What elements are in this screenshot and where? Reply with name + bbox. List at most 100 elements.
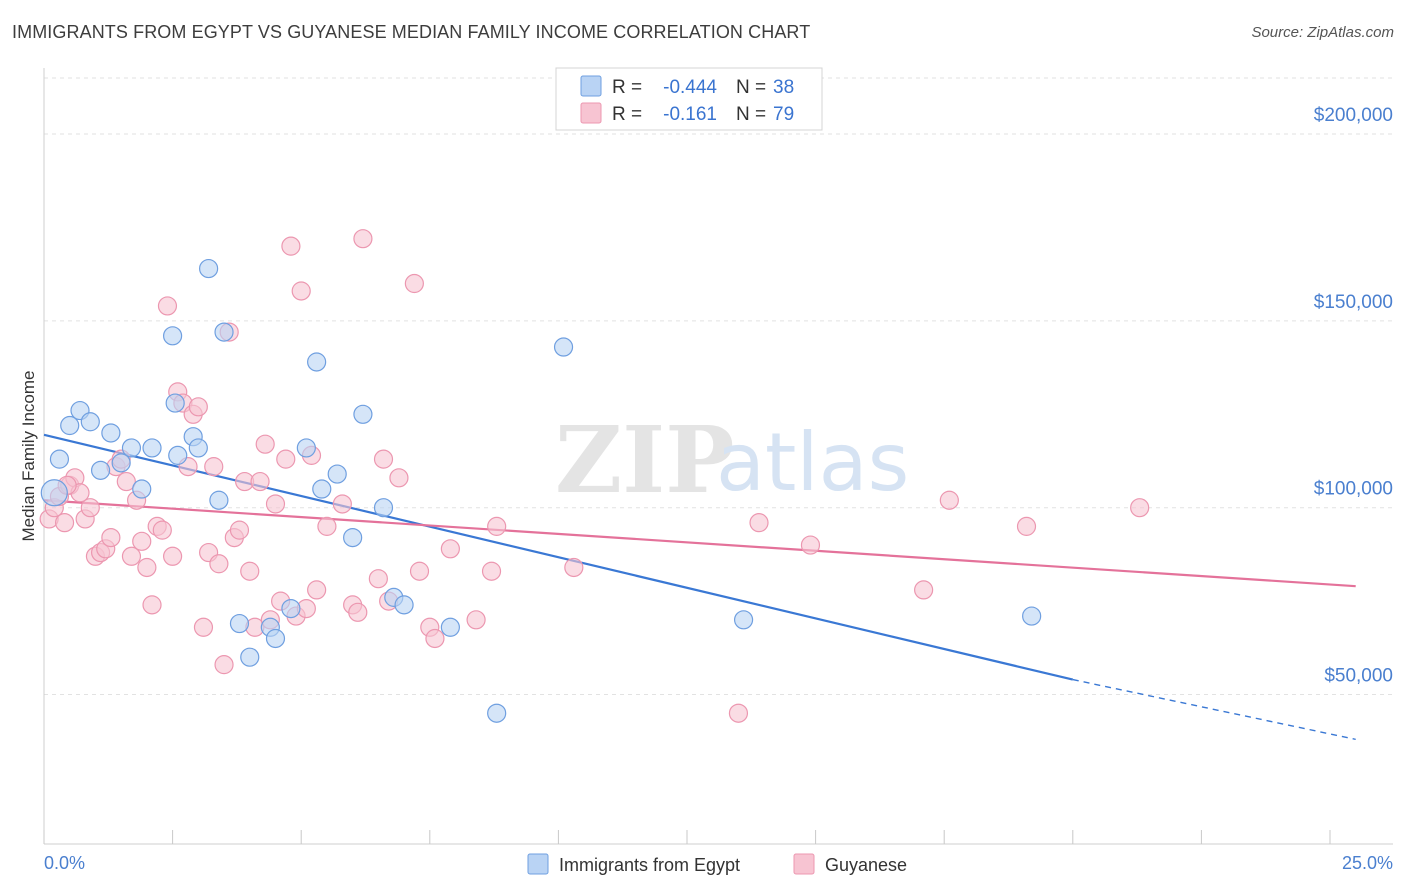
data-point-pink [229,520,250,540]
data-point-pink [317,516,337,536]
y-tick-labels: $50,000 $100,000 $150,000 $200,000 [1314,105,1393,686]
data-point-blue [307,352,327,372]
correlation-legend: R = -0.444 N = 38 R = -0.161 N = 79 [555,67,823,131]
data-point-blue [142,438,162,458]
data-point-blue [80,412,100,432]
data-point-pink [728,703,749,723]
data-point-blue [353,404,373,424]
data-point-pink [1016,516,1037,536]
x-tick-label-max: 25.0% [1342,853,1393,873]
data-point-pink [137,557,157,578]
data-point-pink [142,595,162,615]
data-point-pink [353,229,373,249]
data-point-pink [404,273,424,294]
data-point-pink [54,513,75,533]
data-point-pink [1130,498,1150,518]
data-point-pink [204,457,224,477]
data-point-blue [296,438,316,458]
data-point-pink [163,546,183,566]
data-point-blue [121,438,142,458]
data-point-blue [265,628,286,649]
y-tick-label: $150,000 [1314,292,1393,313]
data-point-pink [481,561,502,581]
data-point-pink [914,580,934,600]
x-tick-label-min: 0.0% [44,853,85,873]
legend-r-value-pink: -0.161 [663,104,717,125]
data-point-blue [440,617,460,637]
data-point-blue [281,598,301,619]
gridlines [44,77,1393,696]
data-point-blue [487,703,507,723]
data-point-blue [553,337,574,357]
data-point-pink [373,449,394,469]
data-point-pink [209,554,229,574]
data-point-blue [1022,606,1042,626]
data-point-pink [240,561,260,581]
trendline-extension-blue [1072,678,1356,741]
data-point-blue [60,415,80,436]
data-point-pink [101,527,121,548]
series-label-guyanese: Guyanese [825,855,907,875]
data-point-pink [307,580,327,600]
data-point-pink [265,494,286,514]
axes [43,68,1393,845]
legend-n-label-blue: N = [736,77,766,98]
legend-n-value-pink: 79 [773,104,794,125]
data-point-pink [80,498,100,518]
data-point-blue [111,453,131,473]
data-point-blue [40,479,68,507]
data-point-pink [291,281,311,301]
data-point-blue [229,613,250,634]
series-swatch-guyanese [793,853,815,875]
data-point-blue [209,490,229,510]
data-point-blue [373,498,394,518]
data-point-pink [487,516,507,536]
data-point-blue [168,445,188,465]
data-point-pink [152,520,172,540]
legend-r-label-blue: R = [612,77,642,98]
data-points [39,229,1150,723]
data-point-pink [132,531,152,551]
series-swatch-egypt [527,853,549,875]
data-point-pink [466,610,486,630]
data-point-pink [368,569,388,589]
data-point-blue [327,464,347,484]
data-point-blue [240,647,260,667]
chart-title: IMMIGRANTS FROM EGYPT VS GUYANESE MEDIAN… [12,22,811,42]
data-point-blue [163,326,183,346]
data-point-blue [90,460,111,480]
data-point-pink [332,494,352,514]
y-axis-label: Median Family Income [19,370,38,541]
y-tick-label: $50,000 [1324,666,1393,687]
data-point-blue [49,449,70,469]
source-credit: Source: ZipAtlas.com [1251,24,1394,41]
data-point-pink [116,471,136,492]
data-point-pink [564,557,584,578]
data-point-blue [101,423,121,443]
data-point-pink [939,490,959,510]
series-label-egypt: Immigrants from Egypt [559,855,740,875]
data-point-pink [425,628,445,649]
data-point-pink [800,535,821,555]
data-point-pink [276,449,296,469]
legend-n-label-pink: N = [736,104,766,125]
legend-swatch-pink [580,102,602,124]
data-point-pink [188,397,208,417]
legend-r-label-pink: R = [612,104,642,125]
data-point-pink [214,655,234,675]
data-point-pink [440,539,460,559]
data-point-blue [343,527,363,548]
data-point-blue [312,479,332,499]
y-tick-label: $100,000 [1314,479,1393,500]
data-point-pink [255,434,275,454]
legend-n-value-blue: 38 [773,77,794,98]
data-point-pink [121,546,142,566]
data-point-blue [188,438,208,458]
data-point-pink [157,296,178,316]
data-point-pink [409,561,430,581]
data-point-pink [749,513,769,533]
watermark-zip: ZIP [555,406,734,514]
series-legend: Immigrants from Egypt Guyanese [527,853,907,875]
data-point-blue [733,610,754,630]
